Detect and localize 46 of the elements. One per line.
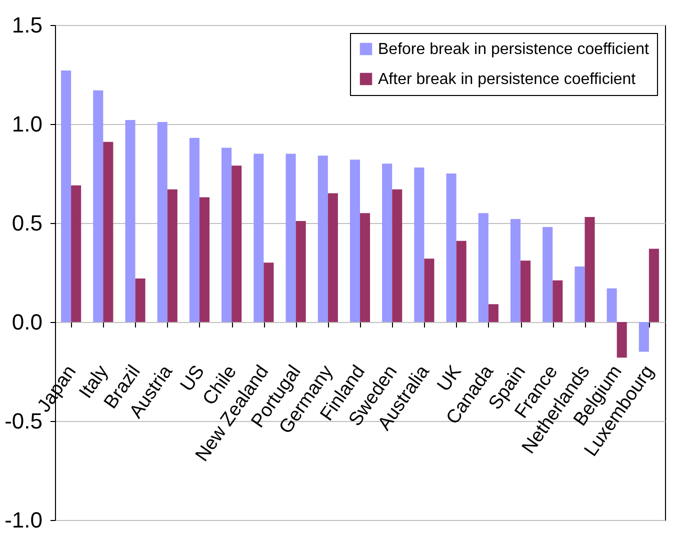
bar xyxy=(542,226,553,322)
bar xyxy=(264,262,274,322)
bar xyxy=(61,70,72,322)
bar xyxy=(392,189,402,322)
bar xyxy=(648,248,659,322)
bar xyxy=(103,142,114,322)
bar xyxy=(135,278,146,322)
bar xyxy=(638,322,649,352)
bar xyxy=(189,138,200,322)
legend-label: After break in persistence coefficient xyxy=(378,71,636,88)
y-tick-label: 1.0 xyxy=(12,112,42,136)
bar xyxy=(520,260,531,322)
bar xyxy=(606,288,617,322)
bar xyxy=(296,221,306,322)
bar xyxy=(414,168,424,322)
bar xyxy=(382,164,392,322)
bar xyxy=(478,213,488,322)
bar xyxy=(125,120,136,322)
bar xyxy=(199,197,210,322)
bar xyxy=(510,219,521,322)
y-tick-label: 0.0 xyxy=(12,310,42,334)
bar xyxy=(616,322,627,358)
y-tick-label: -0.5 xyxy=(4,408,42,434)
bar xyxy=(167,189,178,322)
bar xyxy=(222,148,232,322)
bar xyxy=(574,266,585,322)
bar xyxy=(286,154,296,322)
bar xyxy=(360,213,370,322)
y-tick-label: -1.0 xyxy=(4,508,42,532)
y-tick-label: 0.5 xyxy=(12,210,42,236)
bar xyxy=(552,280,563,322)
bar xyxy=(93,90,104,322)
bar xyxy=(157,122,168,322)
bar xyxy=(328,193,338,322)
bar xyxy=(350,160,360,322)
bar xyxy=(232,166,242,322)
bar xyxy=(318,156,328,322)
bar xyxy=(424,258,434,322)
bar xyxy=(584,217,595,322)
bar xyxy=(456,240,466,322)
bar xyxy=(446,174,456,322)
legend-label: Before break in persistence coefficient xyxy=(378,41,650,58)
bar xyxy=(488,304,498,322)
bar xyxy=(254,154,264,322)
y-tick-label: 1.5 xyxy=(12,12,42,38)
bar xyxy=(71,185,82,322)
